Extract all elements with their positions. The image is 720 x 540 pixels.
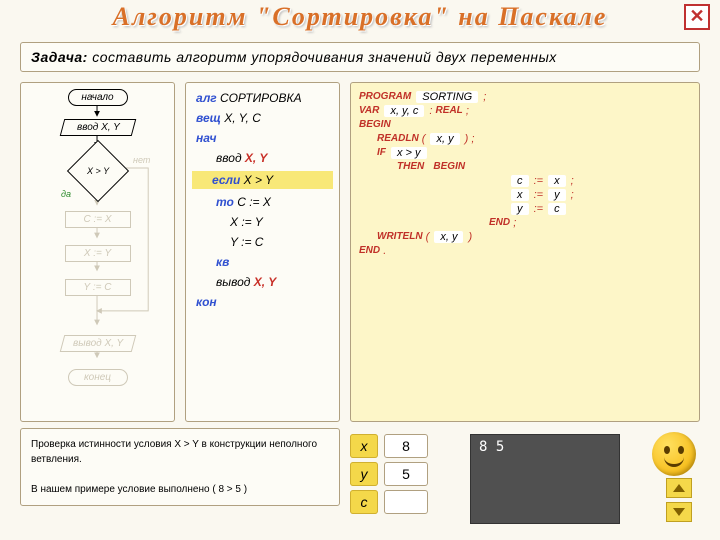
close-button[interactable]: ✕ (684, 4, 710, 30)
fc-s3: Y := C (65, 279, 131, 296)
smiley-icon (652, 432, 696, 476)
fc-yes: да (61, 189, 71, 199)
explain-panel: Проверка истинности условия X > Y в конс… (20, 428, 340, 506)
flowchart-panel: начало ввод X, Y X > Y да нет C := X X :… (20, 82, 175, 422)
algo-highlight: если X > Y (192, 171, 333, 189)
header: Алгоритм "Сортировка" на Паскале ✕ (0, 0, 720, 38)
task-label: Задача: (31, 49, 88, 65)
var-y-value: 5 (384, 462, 428, 486)
triangle-up-icon (673, 484, 685, 492)
var-y-label: y (350, 462, 378, 486)
console-output: 8 5 (470, 434, 620, 524)
var-x-label: x (350, 434, 378, 458)
var-c-value (384, 490, 428, 514)
page-title: Алгоритм "Сортировка" на Паскале (0, 0, 720, 32)
fc-s2: X := Y (65, 245, 131, 262)
nav-up-button[interactable] (666, 478, 692, 498)
nav-area (630, 428, 700, 528)
fc-start: начало (68, 89, 128, 106)
explain-p1: Проверка истинности условия X > Y в конс… (31, 437, 329, 467)
nav-down-button[interactable] (666, 502, 692, 522)
fc-s1: C := X (65, 211, 131, 228)
vars-panel: x 8 y 5 c (350, 428, 460, 514)
task-text: составить алгоритм упорядочивания значен… (92, 49, 557, 65)
task-bar: Задача: составить алгоритм упорядочивани… (20, 42, 700, 72)
fc-end: конец (68, 369, 128, 386)
var-x-value: 8 (384, 434, 428, 458)
triangle-down-icon (673, 508, 685, 516)
fc-output: вывод X, Y (59, 335, 136, 352)
code-panel: PROGRAM SORTING ; VAR x, y, c : REAL ; B… (350, 82, 700, 422)
algo-panel: алг СОРТИРОВКА вещ X, Y, C нач ввод X, Y… (185, 82, 340, 422)
fc-cond: X > Y (66, 140, 128, 202)
main-area: начало ввод X, Y X > Y да нет C := X X :… (0, 76, 720, 428)
bottom-area: Проверка истинности условия X > Y в конс… (0, 428, 720, 536)
fc-input: ввод X, Y (59, 119, 136, 136)
var-c-label: c (350, 490, 378, 514)
fc-no: нет (133, 155, 150, 165)
explain-p2: В нашем примере условие выполнено ( 8 > … (31, 482, 329, 497)
